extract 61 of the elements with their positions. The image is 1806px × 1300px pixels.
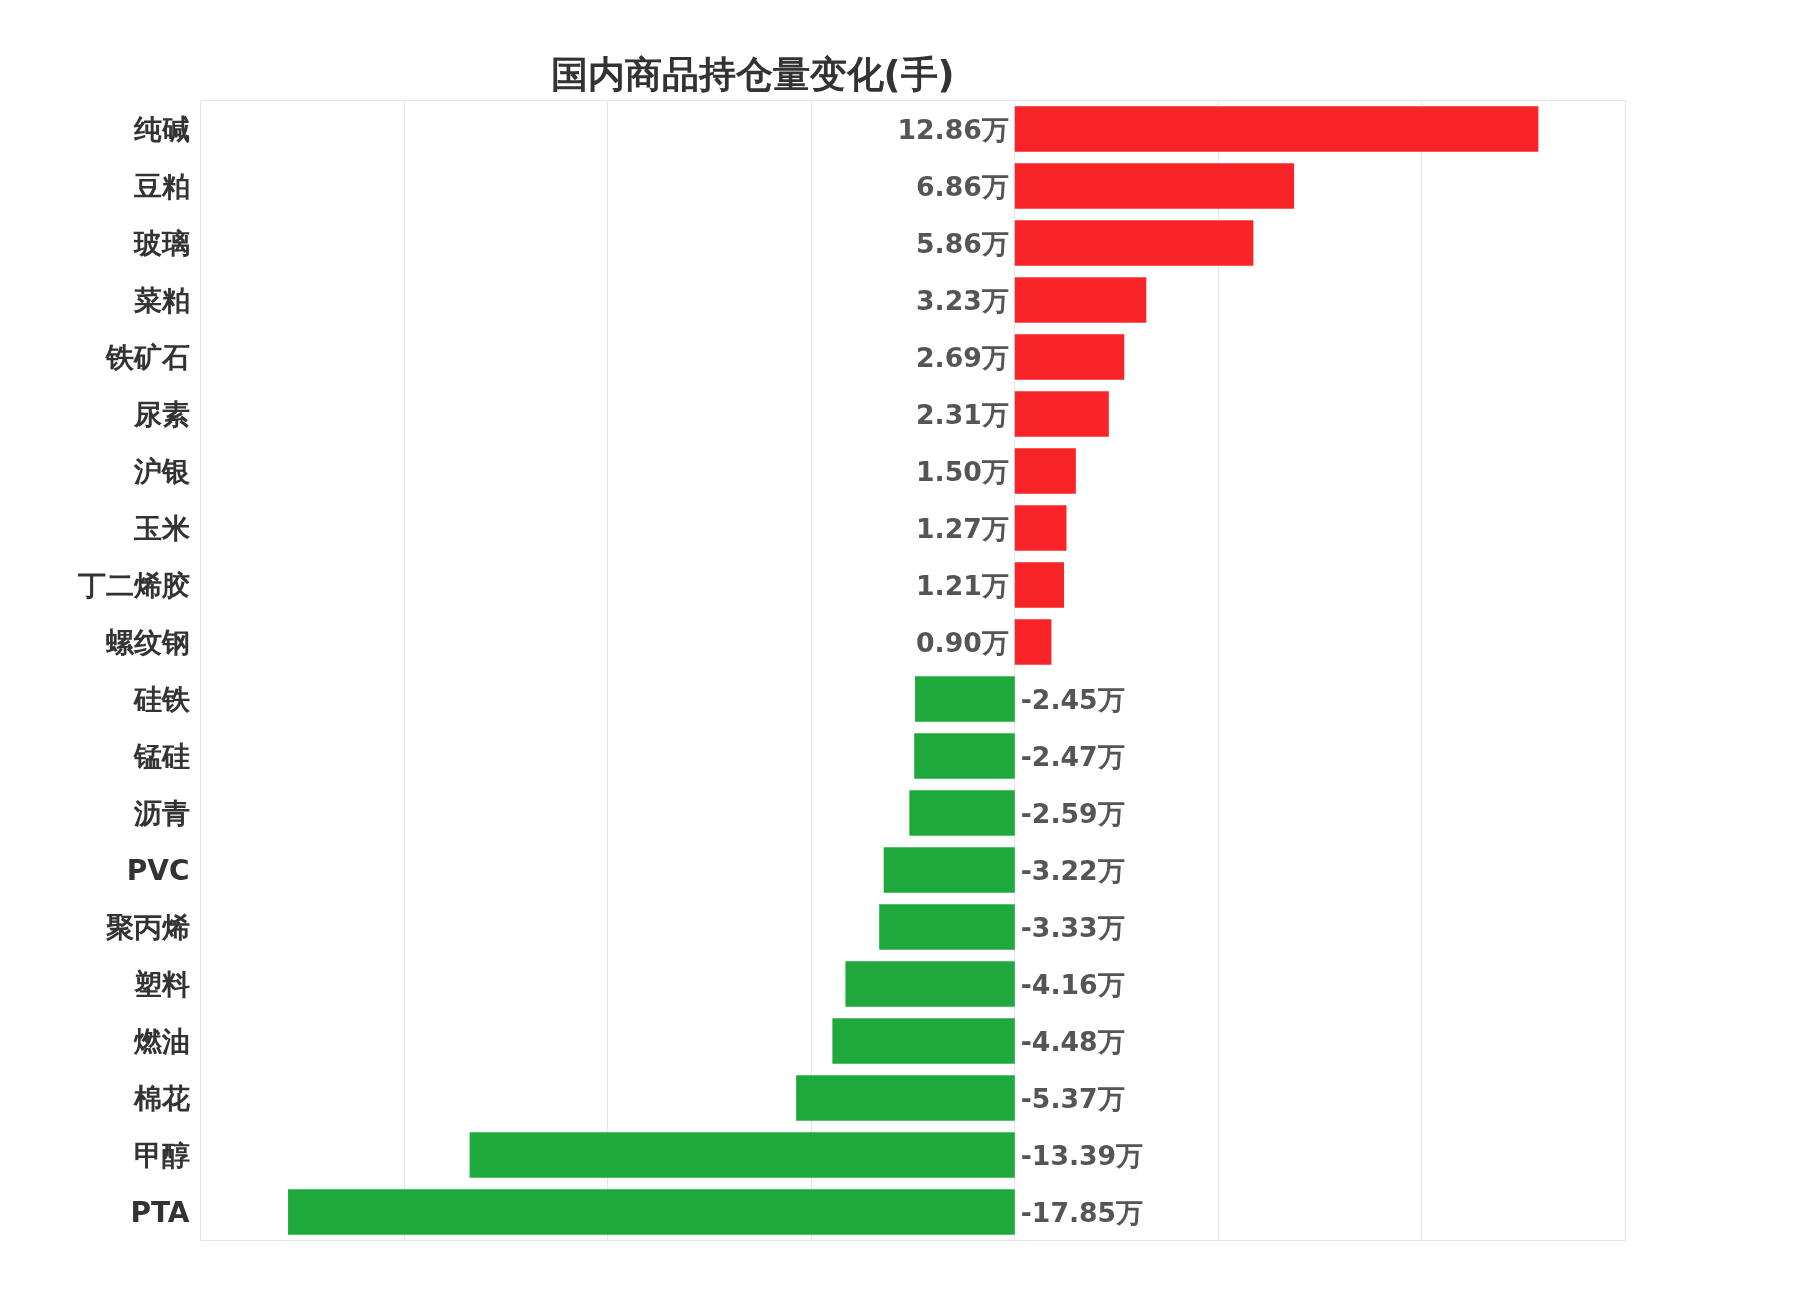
bar	[1014, 277, 1147, 323]
bar	[883, 847, 1015, 893]
y-tick-label: 沥青	[132, 796, 190, 830]
y-tick-label: 玉米	[132, 511, 190, 545]
y-tick-label: 棉花	[132, 1081, 190, 1115]
bar	[469, 1132, 1015, 1178]
bar	[1014, 448, 1076, 494]
bar	[1014, 163, 1295, 209]
y-tick-label: 玻璃	[132, 226, 190, 260]
y-tick-label: 豆粕	[132, 169, 190, 203]
bar	[1014, 106, 1539, 152]
data-label: -13.39万	[1020, 1139, 1144, 1171]
data-label: -2.47万	[1020, 740, 1125, 772]
data-label: 5.86万	[916, 227, 1009, 259]
data-label: 12.86万	[897, 113, 1009, 145]
data-label: 6.86万	[916, 170, 1009, 202]
data-label: -2.45万	[1020, 683, 1125, 715]
data-label: -2.59万	[1020, 797, 1125, 829]
y-tick-label: 锰硅	[132, 739, 190, 773]
bar	[1014, 334, 1125, 380]
y-tick-label: 塑料	[132, 967, 190, 1001]
data-label: -3.33万	[1020, 911, 1125, 943]
data-label: 3.23万	[916, 284, 1009, 316]
bar	[909, 790, 1015, 836]
bar	[915, 676, 1015, 722]
chart-title: 国内商品持仓量变化(手)	[550, 51, 955, 96]
y-tick-label: 尿素	[132, 397, 190, 431]
data-label: 0.90万	[916, 626, 1009, 658]
bar	[832, 1018, 1015, 1064]
bar	[288, 1189, 1015, 1235]
data-label: -4.16万	[1020, 968, 1125, 1000]
bar	[1014, 391, 1109, 437]
y-tick-label: 丁二烯胶	[76, 568, 190, 602]
y-tick-label: PTA	[130, 1195, 190, 1229]
bar	[879, 904, 1015, 950]
data-label: -5.37万	[1020, 1082, 1125, 1114]
data-label: -4.48万	[1020, 1025, 1125, 1057]
data-label: 1.21万	[916, 569, 1009, 601]
y-tick-label: 硅铁	[132, 682, 191, 716]
y-tick-label: 沪银	[132, 454, 190, 488]
y-tick-label: 纯碱	[132, 112, 190, 146]
bar	[1014, 220, 1254, 266]
bar	[914, 733, 1015, 779]
bar	[796, 1075, 1015, 1121]
data-label: -17.85万	[1020, 1196, 1144, 1228]
bar	[1014, 619, 1052, 665]
y-tick-label: 聚丙烯	[104, 910, 190, 944]
y-tick-label: PVC	[126, 853, 190, 887]
bar	[845, 961, 1015, 1007]
y-tick-label: 菜粕	[132, 283, 190, 317]
y-tick-label: 甲醇	[133, 1138, 190, 1172]
data-label: 1.27万	[916, 512, 1009, 544]
y-tick-label: 螺纹钢	[104, 625, 190, 659]
y-tick-label: 铁矿石	[104, 340, 190, 374]
data-label: 2.31万	[916, 398, 1009, 430]
y-tick-label: 燃油	[132, 1024, 190, 1058]
data-label: 2.69万	[916, 341, 1009, 373]
bar	[1014, 505, 1067, 551]
bar	[1014, 562, 1065, 608]
data-label: -3.22万	[1020, 854, 1125, 886]
data-label: 1.50万	[916, 455, 1009, 487]
